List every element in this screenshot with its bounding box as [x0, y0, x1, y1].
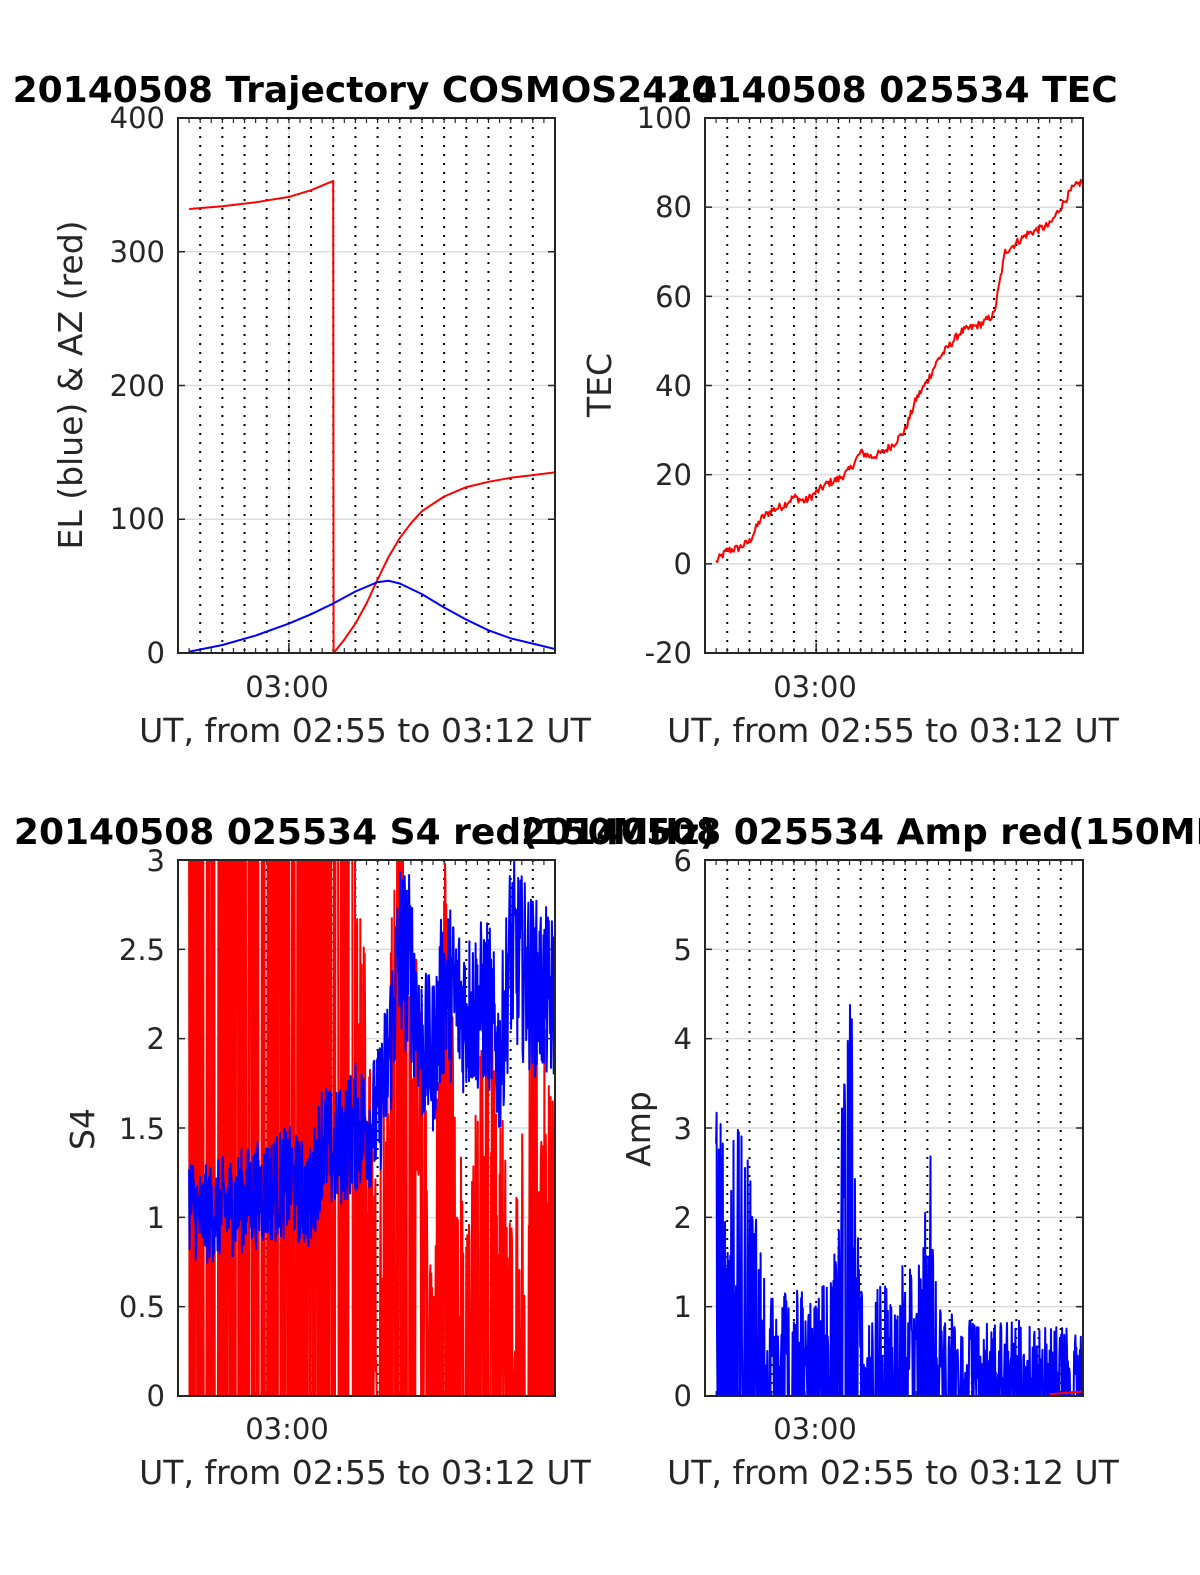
- panel-3: [177, 859, 556, 1397]
- axes-frame: [704, 117, 1084, 654]
- panel3-ytick-label: 1: [147, 1201, 165, 1235]
- panel1-title: 20140508 Trajectory COSMOS2414: [13, 70, 718, 111]
- panel2-ytick-label: 0: [674, 547, 692, 581]
- panel1-ylabel: EL (blue) & AZ (red): [51, 220, 90, 549]
- panel3-ytick-label: 3: [147, 844, 165, 878]
- panel1-ytick-label: 200: [110, 369, 165, 403]
- panel1-ytick-label: 100: [110, 502, 165, 536]
- panel2-ytick-label: 100: [637, 101, 692, 135]
- panel4-ytick-label: 5: [674, 933, 692, 967]
- panel3-ytick-label: 2.5: [119, 933, 165, 967]
- panel2-xtick-label: 03:00: [773, 670, 857, 704]
- series-group: [188, 179, 555, 653]
- series-group: [715, 1004, 1083, 1396]
- panel2-ytick-label: -20: [645, 636, 692, 670]
- panel2-ytick-label: 80: [655, 190, 692, 224]
- panel2-ytick-label: 60: [655, 280, 692, 314]
- panel3-ytick-label: 1.5: [119, 1112, 165, 1146]
- axes-frame: [704, 859, 1084, 1397]
- panel4-ytick-label: 1: [674, 1290, 692, 1324]
- panel2-title: 20140508 025534 TEC: [666, 70, 1117, 111]
- label-layer: 20140508 Trajectory COSMOS2414 UT, from …: [13, 70, 1200, 1492]
- panel1-ytick-label: 400: [110, 101, 165, 135]
- axes-frame: [177, 117, 556, 654]
- series-line: [188, 860, 555, 1264]
- panel4-ytick-label: 3: [674, 1112, 692, 1146]
- panel3-ytick-label: 0: [147, 1379, 165, 1413]
- panel1-ytick-label: 0: [147, 636, 165, 670]
- panel2-ylabel: TEC: [580, 353, 619, 418]
- panel4-title: 20140508 025534 Amp red(150MHz): [521, 812, 1200, 853]
- panel4-ytick-label: 0: [674, 1379, 692, 1413]
- panel2-xlabel: UT, from 02:55 to 03:12 UT: [667, 711, 1120, 750]
- panel-1: [177, 117, 556, 654]
- panel3-xtick-label: 03:00: [245, 1412, 329, 1446]
- panel2-ytick-label: 20: [655, 458, 692, 492]
- series-group: [188, 860, 555, 1396]
- series-line: [715, 178, 1083, 564]
- panel-4: [704, 859, 1084, 1397]
- plot-layer: [177, 117, 1084, 1397]
- panel1-xlabel: UT, from 02:55 to 03:12 UT: [139, 711, 592, 750]
- panel-2: [704, 117, 1084, 654]
- panel2-ytick-label: 40: [655, 369, 692, 403]
- panel1-ytick-label: 300: [110, 235, 165, 269]
- panel4-ytick-label: 6: [674, 844, 692, 878]
- panel4-xlabel: UT, from 02:55 to 03:12 UT: [667, 1453, 1120, 1492]
- panel4-ytick-label: 4: [674, 1022, 692, 1056]
- panel4-ytick-label: 2: [674, 1201, 692, 1235]
- panel3-ylabel: S4: [63, 1108, 102, 1150]
- series-line: [1049, 1390, 1083, 1396]
- panel3-ytick-label: 0.5: [119, 1290, 165, 1324]
- series-line: [188, 579, 555, 653]
- panel4-ylabel: Amp: [619, 1091, 658, 1167]
- panel4-xtick-label: 03:00: [773, 1412, 857, 1446]
- panel1-xtick-label: 03:00: [245, 670, 329, 704]
- axes-frame: [177, 859, 556, 1397]
- panel3-ytick-label: 2: [147, 1022, 165, 1056]
- series-line: [189, 179, 555, 653]
- series-group: [715, 178, 1083, 564]
- panel3-xlabel: UT, from 02:55 to 03:12 UT: [139, 1453, 592, 1492]
- panel3-title: 20140508 025534 S4 red(150MHz): [14, 812, 716, 853]
